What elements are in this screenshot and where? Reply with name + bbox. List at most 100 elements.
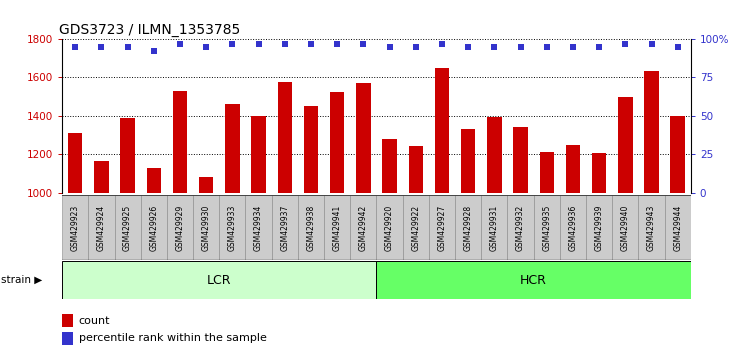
Point [541,44,553,50]
Bar [612,195,638,260]
Bar [435,68,449,354]
Bar [246,195,272,260]
Bar [193,195,219,260]
Bar [62,332,73,345]
Bar [356,83,371,354]
Bar [62,314,73,327]
Point [253,41,265,46]
Text: GSM429927: GSM429927 [437,204,447,251]
Bar [403,195,429,260]
Bar [173,91,187,354]
Text: GSM429932: GSM429932 [516,204,525,251]
Bar [644,71,659,354]
Text: GSM429924: GSM429924 [97,204,106,251]
Bar [534,195,560,260]
Text: GSM429922: GSM429922 [412,204,420,251]
Point [331,41,343,46]
Bar [62,195,88,260]
Text: GSM429928: GSM429928 [463,204,473,251]
Point [594,44,605,50]
Text: HCR: HCR [520,274,547,286]
Text: GSM429939: GSM429939 [594,204,604,251]
Bar [461,130,475,354]
Bar [298,195,324,260]
Point [69,44,81,50]
Bar [115,195,140,260]
Bar [304,106,318,354]
Bar [94,161,109,354]
Bar [350,195,376,260]
Bar [592,154,606,354]
Bar [560,195,586,260]
Bar [670,116,685,354]
Point [96,44,107,50]
Point [174,41,186,46]
Text: GSM429930: GSM429930 [202,204,211,251]
Point [305,41,317,46]
Bar [539,152,554,354]
Point [672,44,683,50]
Text: GSM429936: GSM429936 [569,204,577,251]
Text: GSM429940: GSM429940 [621,204,630,251]
Text: LCR: LCR [207,274,232,286]
Text: GSM429925: GSM429925 [123,204,132,251]
Bar [664,195,691,260]
Point [619,41,631,46]
Text: GSM429923: GSM429923 [71,204,80,251]
Bar [62,261,376,299]
Text: GSM429942: GSM429942 [359,204,368,251]
Bar [481,195,507,260]
Bar [376,261,691,299]
Bar [513,127,528,354]
Point [410,44,422,50]
Text: strain ▶: strain ▶ [1,275,42,285]
Bar [324,195,350,260]
Point [436,41,448,46]
Text: GSM429943: GSM429943 [647,204,656,251]
Text: GSM429933: GSM429933 [228,204,237,251]
Bar [88,195,115,260]
Bar [199,177,213,354]
Bar [382,139,397,354]
Text: count: count [79,316,110,326]
Text: GSM429941: GSM429941 [333,204,341,251]
Bar [638,195,664,260]
Bar [376,195,403,260]
Bar [507,195,534,260]
Point [227,41,238,46]
Bar [586,195,612,260]
Point [357,41,369,46]
Point [488,44,500,50]
Bar [487,117,501,354]
Bar [278,82,292,354]
Text: GSM429920: GSM429920 [385,204,394,251]
Bar [121,118,135,354]
Text: percentile rank within the sample: percentile rank within the sample [79,333,267,343]
Bar [429,195,455,260]
Text: GDS3723 / ILMN_1353785: GDS3723 / ILMN_1353785 [59,23,240,36]
Point [645,41,657,46]
Bar [147,168,161,354]
Bar [409,146,423,354]
Point [462,44,474,50]
Point [384,44,395,50]
Text: GSM429944: GSM429944 [673,204,682,251]
Text: GSM429938: GSM429938 [306,204,316,251]
Bar [330,92,344,354]
Bar [566,145,580,354]
Bar [251,116,266,354]
Point [200,44,212,50]
Point [515,44,526,50]
Bar [167,195,193,260]
Bar [219,195,246,260]
Bar [225,104,240,354]
Point [567,44,579,50]
Text: GSM429931: GSM429931 [490,204,499,251]
Point [122,44,134,50]
Text: GSM429929: GSM429929 [175,204,184,251]
Text: GSM429926: GSM429926 [149,204,159,251]
Bar [140,195,167,260]
Point [279,41,291,46]
Bar [455,195,481,260]
Text: GSM429937: GSM429937 [280,204,289,251]
